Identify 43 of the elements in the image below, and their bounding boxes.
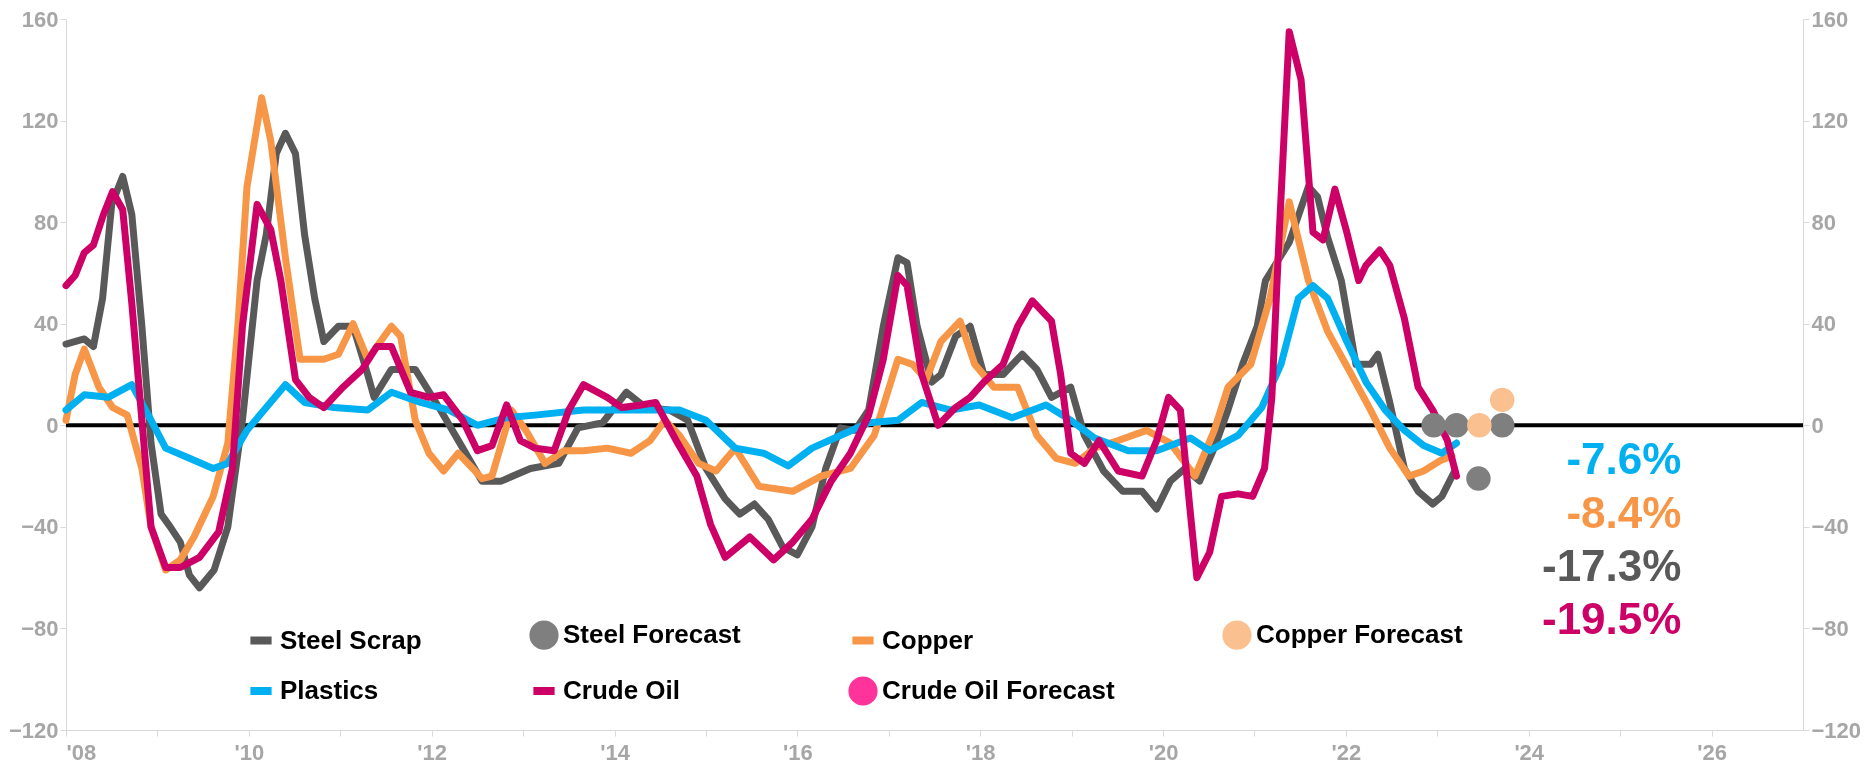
- x-tick-label: '18: [965, 739, 996, 765]
- y-tick-label: 120: [21, 108, 59, 134]
- y-tick-label: 80: [34, 209, 59, 235]
- x-tick-label: '16: [783, 739, 813, 765]
- annotation: -17.3%: [1541, 540, 1682, 590]
- point: [1466, 466, 1491, 491]
- x-tick-label: '22: [1331, 739, 1362, 765]
- legend-label: Plastics: [280, 675, 379, 705]
- point: [1421, 413, 1446, 438]
- y-tick-label: 0: [46, 412, 59, 438]
- legend-label: Steel Scrap: [280, 624, 422, 655]
- legend-label: Crude Oil Forecast: [882, 675, 1115, 705]
- legend-label: Copper: [882, 624, 973, 655]
- point: [1467, 413, 1492, 438]
- y-tick-label: −120: [8, 717, 59, 743]
- x-tick-label: '14: [600, 739, 631, 765]
- point: [1489, 387, 1515, 413]
- y-tick-label: 40: [34, 311, 59, 337]
- y2-tick-label: −40: [1811, 514, 1849, 540]
- annotation: -19.5%: [1541, 594, 1682, 644]
- x-tick-label: '24: [1514, 739, 1545, 765]
- y2-tick-label: 40: [1811, 311, 1836, 337]
- point: [1444, 413, 1469, 438]
- point: [1489, 413, 1515, 438]
- legend-label: Copper Forecast: [1256, 619, 1463, 650]
- y-tick-label: 160: [21, 6, 59, 32]
- x-tick-label: '08: [66, 739, 97, 765]
- y2-tick-label: −80: [1811, 615, 1849, 641]
- y2-tick-label: 120: [1811, 108, 1849, 134]
- legend-label: Crude Oil: [563, 675, 681, 705]
- legend-label: Steel Forecast: [563, 619, 742, 650]
- x-tick-label: '26: [1697, 739, 1727, 765]
- y2-tick-label: 80: [1811, 209, 1836, 235]
- y2-tick-label: −120: [1811, 717, 1862, 743]
- y2-tick-label: 0: [1811, 412, 1824, 438]
- y-tick-label: −80: [21, 615, 59, 641]
- x-tick-label: '20: [1148, 739, 1179, 765]
- y-tick-label: −40: [21, 514, 59, 540]
- x-tick-label: '10: [234, 739, 265, 765]
- y2-tick-label: 160: [1811, 6, 1849, 32]
- annotation: -7.6%: [1566, 434, 1682, 484]
- x-tick-label: '12: [417, 739, 448, 765]
- annotation: -8.4%: [1566, 487, 1682, 537]
